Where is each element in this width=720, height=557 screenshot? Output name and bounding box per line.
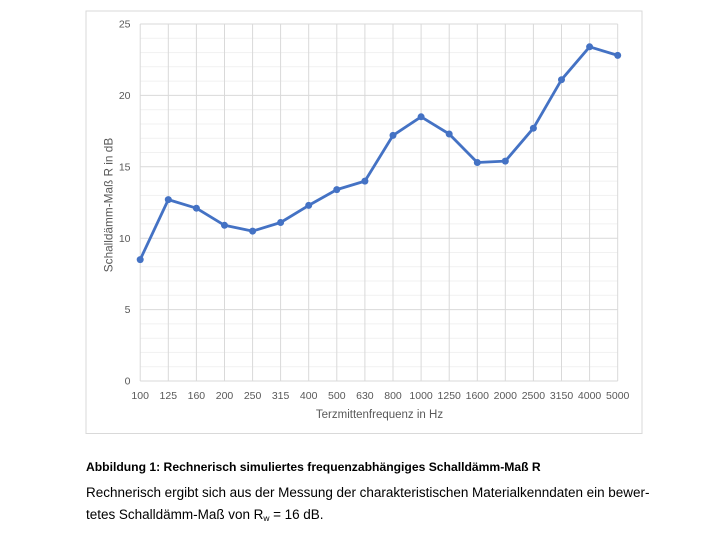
svg-text:1600: 1600 [466, 390, 490, 402]
svg-text:Terzmittenfrequenz in Hz: Terzmittenfrequenz in Hz [316, 409, 443, 421]
svg-text:800: 800 [384, 390, 402, 402]
svg-text:3150: 3150 [550, 390, 574, 402]
svg-text:630: 630 [356, 390, 374, 402]
svg-text:500: 500 [328, 390, 346, 402]
svg-text:25: 25 [119, 19, 131, 31]
svg-text:2500: 2500 [522, 390, 546, 402]
svg-text:10: 10 [119, 233, 131, 245]
svg-text:0: 0 [125, 376, 131, 388]
svg-text:1000: 1000 [409, 390, 433, 402]
svg-text:5000: 5000 [606, 390, 630, 402]
svg-text:Schalldämm-Maß R in dB: Schalldämm-Maß R in dB [102, 138, 116, 273]
svg-text:315: 315 [272, 390, 290, 402]
svg-text:2000: 2000 [494, 390, 518, 402]
svg-text:4000: 4000 [578, 390, 602, 402]
svg-text:250: 250 [244, 390, 262, 402]
svg-text:5: 5 [125, 304, 131, 316]
svg-text:20: 20 [119, 90, 131, 102]
svg-text:125: 125 [160, 390, 178, 402]
svg-text:400: 400 [300, 390, 318, 402]
svg-text:1250: 1250 [438, 390, 462, 402]
svg-text:15: 15 [119, 161, 131, 173]
svg-text:200: 200 [216, 390, 234, 402]
svg-text:100: 100 [131, 390, 149, 402]
svg-text:160: 160 [188, 390, 206, 402]
